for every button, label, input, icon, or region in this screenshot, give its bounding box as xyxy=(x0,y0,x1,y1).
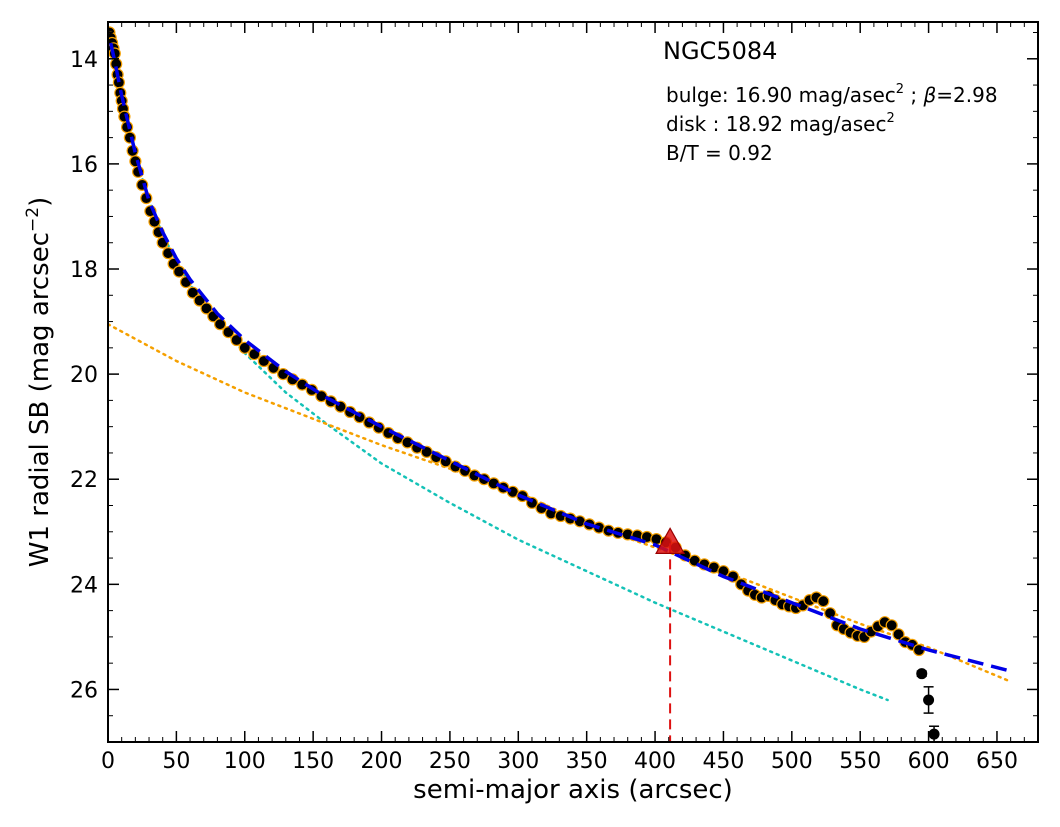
disk-prefix: disk : 18.92 mag/asec xyxy=(666,112,886,136)
y-tick-label: 14 xyxy=(70,48,98,73)
y-tick-label: 20 xyxy=(70,363,98,388)
data-point xyxy=(817,595,830,608)
data-point xyxy=(200,302,213,315)
x-tick-label: 200 xyxy=(361,749,403,774)
outer-data-point xyxy=(916,668,928,680)
x-tick-label: 550 xyxy=(839,749,881,774)
x-tick-label: 350 xyxy=(566,749,608,774)
outer-data-point xyxy=(928,728,940,740)
x-axis-title: semi-major axis (arcsec) xyxy=(413,775,733,805)
x-tick-label: 400 xyxy=(634,749,676,774)
marker-triangle xyxy=(655,527,686,554)
y-tick-label: 18 xyxy=(70,258,98,283)
bulge-sup: 2 xyxy=(896,82,904,97)
disk-sup: 2 xyxy=(886,111,894,126)
bulge-annotation: bulge: 16.90 mag/asec2 ; β=2.98 xyxy=(666,82,998,107)
bulge-prefix: bulge: 16.90 mag/asec xyxy=(666,83,896,107)
x-tick-label: 150 xyxy=(292,749,334,774)
x-tick-label: 100 xyxy=(224,749,266,774)
bulge-suffix: =2.98 xyxy=(936,83,997,107)
data-point xyxy=(885,619,898,632)
galaxy-name: NGC5084 xyxy=(663,37,777,65)
x-tick-label: 650 xyxy=(976,749,1018,774)
bulge-mid: ; xyxy=(904,83,923,107)
total-model-curve xyxy=(108,42,1012,673)
disk-annotation: disk : 18.92 mag/asec2 xyxy=(666,111,895,136)
outer-data-point xyxy=(923,694,935,706)
axis-ticks: 0 50 100 150 200 250 300 350 400 450 500 550 600 650 1… xyxy=(70,22,1038,774)
x-tick-label: 0 xyxy=(101,749,115,774)
x-tick-label: 600 xyxy=(908,749,950,774)
y-axis-title-tail: ) xyxy=(25,197,55,207)
bt-annotation: B/T = 0.92 xyxy=(666,141,773,165)
data-point xyxy=(892,628,905,641)
y-axis-title: W1 radial SB (mag arcsec−2) xyxy=(23,197,55,567)
data-point xyxy=(238,341,251,354)
x-tick-label: 50 xyxy=(162,749,190,774)
x-tick-label: 500 xyxy=(771,749,813,774)
y-tick-label: 22 xyxy=(70,468,98,493)
y-axis-title-sup: −2 xyxy=(23,207,43,232)
y-axis-title-main: W1 radial SB (mag arcsec xyxy=(25,232,55,567)
bulge-beta: β xyxy=(923,83,937,107)
data-point xyxy=(186,286,199,299)
y-tick-label: 16 xyxy=(70,153,98,178)
x-tick-label: 300 xyxy=(497,749,539,774)
plot-area xyxy=(108,26,1012,742)
x-tick-label: 450 xyxy=(702,749,744,774)
y-tick-label: 24 xyxy=(70,573,98,598)
y-tick-label: 26 xyxy=(70,678,98,703)
plot-frame xyxy=(107,21,1039,743)
x-tick-label: 250 xyxy=(429,749,471,774)
